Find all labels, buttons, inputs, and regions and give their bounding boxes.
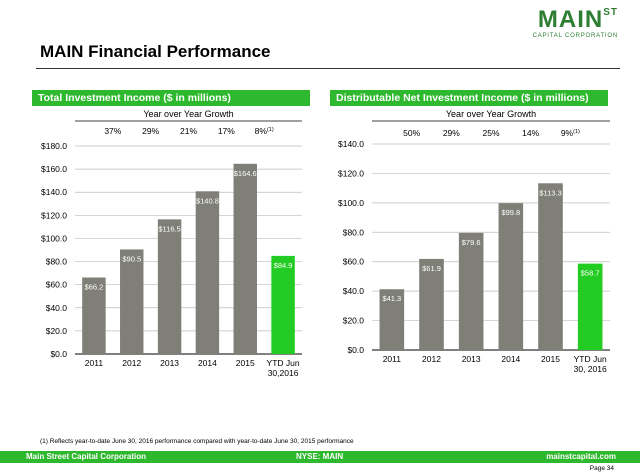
distributable-nii-chart: Year over Year Growth 50% 29% 25% 14% 9%(1) $0… bbox=[338, 109, 610, 374]
company-logo: MAINST CAPITAL CORPORATION bbox=[520, 8, 618, 42]
bar-value-label: $99.8 bbox=[501, 208, 520, 217]
growth-value: 9%(1) bbox=[561, 128, 580, 138]
logo-main-text: MAIN bbox=[537, 6, 604, 33]
bar-2015 bbox=[538, 183, 563, 350]
bar-value-label: $41.3 bbox=[382, 294, 401, 303]
bar-ytd-jun-30-2016 bbox=[577, 263, 603, 350]
left-chart-header: Total Investment Income ($ in millions) bbox=[32, 90, 310, 106]
bar-value-label: $79.6 bbox=[462, 238, 481, 247]
bar-2012 bbox=[419, 258, 444, 350]
y-tick-label: $160.0 bbox=[41, 164, 67, 174]
growth-value: 37% bbox=[104, 126, 121, 136]
x-tick-label: 2013 bbox=[160, 358, 179, 368]
x-tick-label: 2011 bbox=[85, 358, 104, 368]
bar-ytd-jun-30-2016 bbox=[271, 255, 295, 354]
bar-2013 bbox=[458, 232, 484, 350]
x-tick-label: 2014 bbox=[198, 358, 217, 368]
x-tick-label: YTD Jun bbox=[574, 354, 607, 364]
x-tick-label: 2012 bbox=[422, 354, 441, 364]
y-tick-label: $120.0 bbox=[338, 168, 364, 178]
growth-value: 14% bbox=[522, 128, 539, 138]
x-tick-label: 2011 bbox=[383, 354, 402, 364]
y-tick-label: $60.0 bbox=[343, 257, 365, 267]
footer-company: Main Street Capital Corporation bbox=[26, 452, 147, 461]
footer-bar: Main Street Capital Corporation NYSE: MA… bbox=[0, 451, 640, 463]
y-tick-label: $140.0 bbox=[41, 187, 67, 197]
x-tick-label: 2015 bbox=[236, 358, 255, 368]
bar-value-label: $90.5 bbox=[122, 254, 141, 263]
bar-value-label: $140.8 bbox=[196, 196, 219, 205]
y-tick-label: $0.0 bbox=[50, 349, 67, 359]
footnote: (1) Reflects year-to-date June 30, 2016 … bbox=[40, 438, 354, 445]
growth-value: 17% bbox=[218, 126, 235, 136]
x-tick-label: YTD Jun bbox=[267, 358, 300, 368]
growth-value: 29% bbox=[443, 128, 460, 138]
y-tick-label: $20.0 bbox=[343, 316, 365, 326]
page-title: MAIN Financial Performance bbox=[40, 42, 271, 61]
growth-footnote-marker: (1) bbox=[267, 127, 274, 133]
bar-value-label: $61.9 bbox=[422, 264, 441, 273]
growth-value: 29% bbox=[142, 126, 159, 136]
right-chart-header: Distributable Net Investment Income ($ i… bbox=[330, 90, 608, 106]
logo-superscript: ST bbox=[603, 7, 618, 18]
y-tick-label: $100.0 bbox=[41, 233, 67, 243]
bar-2011 bbox=[379, 289, 405, 350]
x-tick-label: 2014 bbox=[501, 354, 520, 364]
total-investment-income-chart: Year over Year Growth 37% 29% 21% 17% 8%(1) $0… bbox=[41, 109, 302, 378]
bar-2013 bbox=[157, 219, 182, 354]
growth-label: Year over Year Growth bbox=[143, 109, 233, 119]
growth-value: 8%(1) bbox=[255, 126, 274, 136]
y-tick-label: $100.0 bbox=[338, 198, 364, 208]
growth-footnote-marker: (1) bbox=[573, 129, 580, 135]
y-tick-label: $180.0 bbox=[41, 141, 67, 151]
growth-value: 50% bbox=[403, 128, 420, 138]
x-tick-label: 2013 bbox=[462, 354, 481, 364]
bar-value-label: $66.2 bbox=[85, 283, 104, 292]
bar-value-label: $113.3 bbox=[539, 188, 561, 197]
logo-subtitle: CAPITAL CORPORATION bbox=[532, 33, 618, 39]
bar-2015 bbox=[233, 163, 257, 354]
y-tick-label: $20.0 bbox=[46, 326, 68, 336]
y-tick-label: $80.0 bbox=[343, 227, 365, 237]
y-tick-label: $40.0 bbox=[343, 286, 365, 296]
bar-2014 bbox=[195, 191, 220, 354]
bar-2012 bbox=[120, 249, 144, 354]
y-tick-label: $0.0 bbox=[347, 345, 364, 355]
bar-value-label: $58.7 bbox=[581, 269, 600, 278]
x-tick-label: 2012 bbox=[122, 358, 141, 368]
bar-value-label: $84.9 bbox=[274, 261, 293, 270]
bar-2014 bbox=[498, 203, 524, 350]
title-divider bbox=[36, 68, 620, 69]
y-tick-label: $140.0 bbox=[338, 139, 364, 149]
footer-website: mainstcapital.com bbox=[546, 452, 616, 461]
growth-value: 25% bbox=[482, 128, 499, 138]
growth-value: 21% bbox=[180, 126, 197, 136]
y-tick-label: $40.0 bbox=[46, 303, 68, 313]
x-tick-label: 30, 2016 bbox=[574, 364, 607, 374]
y-tick-label: $120.0 bbox=[41, 210, 67, 220]
y-tick-label: $60.0 bbox=[46, 280, 68, 290]
growth-label: Year over Year Growth bbox=[446, 109, 536, 119]
footer-ticker: NYSE: MAIN bbox=[296, 452, 344, 461]
x-tick-label: 2015 bbox=[541, 354, 560, 364]
bar-2011 bbox=[82, 277, 106, 354]
y-tick-label: $80.0 bbox=[46, 257, 68, 267]
x-tick-label: 30,2016 bbox=[268, 368, 299, 378]
page-number: Page 34 bbox=[589, 465, 614, 472]
bar-value-label: $164.6 bbox=[234, 169, 257, 178]
bar-value-label: $116.5 bbox=[158, 224, 180, 233]
